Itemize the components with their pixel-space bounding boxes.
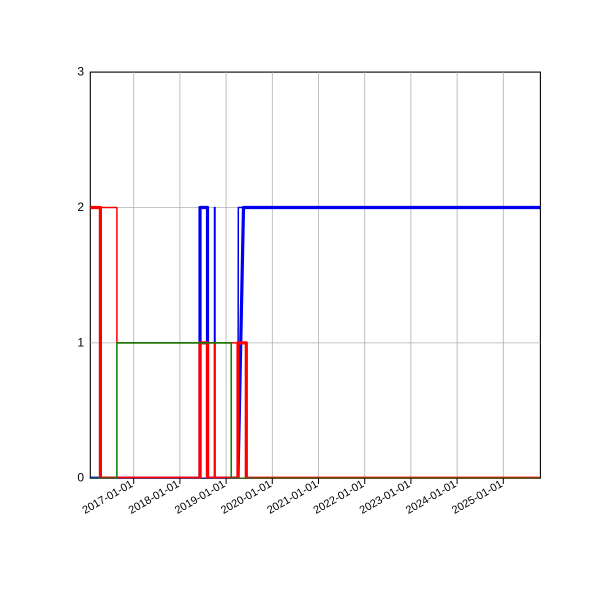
svg-text:3: 3 bbox=[77, 65, 84, 79]
svg-text:2: 2 bbox=[77, 200, 84, 214]
svg-text:0: 0 bbox=[77, 471, 84, 485]
svg-text:1: 1 bbox=[77, 335, 84, 349]
